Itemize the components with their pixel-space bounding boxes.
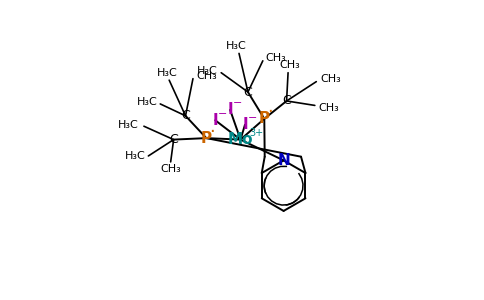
Text: Mo: Mo xyxy=(228,132,253,147)
Text: H₃C: H₃C xyxy=(157,68,178,78)
Text: I: I xyxy=(212,113,218,128)
Text: CH₃: CH₃ xyxy=(266,53,287,63)
Text: CH₃: CH₃ xyxy=(197,71,218,81)
Text: CH₃: CH₃ xyxy=(318,103,339,113)
Text: C: C xyxy=(282,94,291,107)
Text: −: − xyxy=(248,113,257,123)
Text: ·: · xyxy=(267,103,273,121)
Text: P: P xyxy=(259,111,270,126)
Text: CH₃: CH₃ xyxy=(279,60,300,70)
Text: −: − xyxy=(233,98,242,108)
Text: H₃C: H₃C xyxy=(136,98,157,107)
Text: C: C xyxy=(169,133,178,146)
Text: −: − xyxy=(218,109,227,119)
Text: H₃C: H₃C xyxy=(197,66,217,76)
Text: ·: · xyxy=(210,123,215,141)
Text: N: N xyxy=(277,153,290,168)
Text: H₃C: H₃C xyxy=(226,41,246,51)
Text: I: I xyxy=(227,102,233,117)
Text: CH₃: CH₃ xyxy=(320,74,341,84)
Text: C: C xyxy=(243,85,252,98)
Text: I: I xyxy=(242,117,248,132)
Text: H₃C: H₃C xyxy=(124,151,145,161)
Text: 3+: 3+ xyxy=(249,128,263,138)
Text: C: C xyxy=(181,109,190,122)
Text: H₃C: H₃C xyxy=(118,120,138,130)
Text: CH₃: CH₃ xyxy=(160,164,181,174)
Text: P: P xyxy=(201,130,212,146)
